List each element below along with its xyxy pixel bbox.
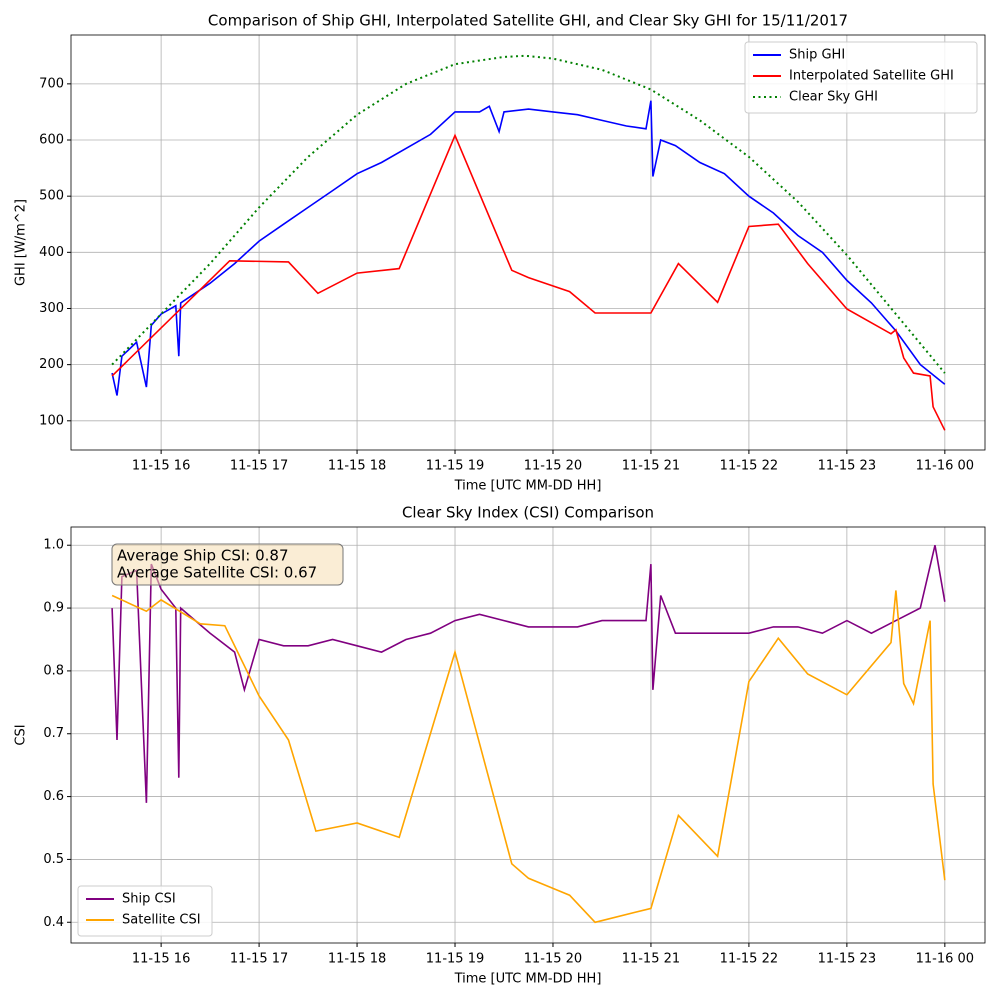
series-line [111,100,946,396]
x-tick-label: 11-15 21 [622,459,680,474]
x-tick-label: 11-15 22 [720,952,778,967]
legend-label: Clear Sky GHI [789,90,878,105]
x-tick-label: 11-15 23 [818,952,876,967]
x-tick-label: 11-15 19 [426,952,484,967]
annotation-box [111,543,344,586]
x-tick-label: 11-15 20 [524,952,582,967]
y-tick-label: 0.8 [43,663,64,678]
x-tick-label: 11-15 18 [328,459,386,474]
legend-box [744,41,978,114]
x-tick-label: 11-15 17 [230,459,288,474]
y-tick-label: 0.6 [43,789,64,804]
legend-label: Satellite CSI [122,913,201,928]
legend-label: Interpolated Satellite GHI [789,69,954,84]
x-tick-label: 11-15 16 [132,952,190,967]
x-tick-label: 11-15 20 [524,459,582,474]
annotation: Average Ship CSI: 0.87 [117,547,289,565]
x-tick-label: 11-15 21 [622,952,680,967]
y-tick-label: 0.4 [43,915,64,930]
x-axis-label: Time [UTC MM-DD HH] [454,479,602,494]
y-axis-label: CSI [14,724,29,745]
plot-frame [70,526,986,944]
x-axis-label: Time [UTC MM-DD HH] [454,972,602,987]
y-tick-label: 300 [39,301,64,316]
series-line [111,54,946,374]
x-tick-label: 11-16 00 [916,459,974,474]
legend-label: Ship GHI [789,48,845,63]
series-line [111,590,946,924]
y-tick-label: 600 [39,133,64,148]
y-tick-label: 700 [39,76,64,91]
annotation: Average Satellite CSI: 0.67 [117,564,317,582]
x-tick-label: 11-15 17 [230,952,288,967]
x-tick-label: 11-15 16 [132,459,190,474]
y-tick-label: 0.7 [43,726,64,741]
series-line [111,133,946,431]
y-tick-label: 500 [39,189,64,204]
y-tick-label: 400 [39,245,64,260]
x-tick-label: 11-16 00 [916,952,974,967]
x-tick-label: 11-15 19 [426,459,484,474]
y-tick-label: 0.5 [43,852,64,867]
chart-title: Comparison of Ship GHI, Interpolated Sat… [208,12,848,30]
y-tick-label: 100 [39,413,64,428]
y-tick-label: 200 [39,357,64,372]
plot-frame [70,34,986,451]
series-line [111,545,946,803]
x-tick-label: 11-15 18 [328,952,386,967]
x-tick-label: 11-15 23 [818,459,876,474]
y-tick-label: 1.0 [43,538,64,553]
x-tick-label: 11-15 22 [720,459,778,474]
y-tick-label: 0.9 [43,601,64,616]
y-axis-label: GHI [W/m^2] [14,199,29,286]
chart-title: Clear Sky Index (CSI) Comparison [402,504,654,522]
legend-label: Ship CSI [122,892,176,907]
